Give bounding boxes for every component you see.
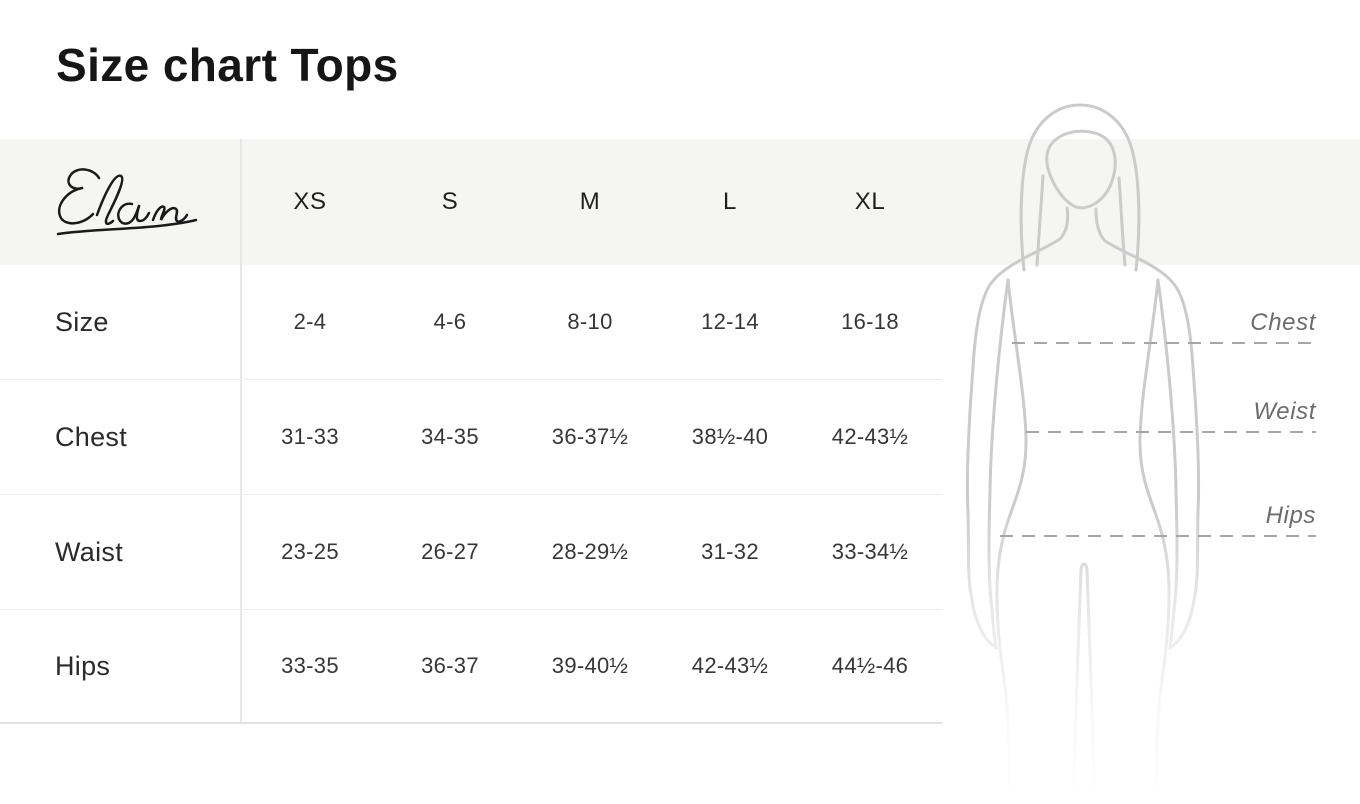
cell-size-s: 4-6 <box>433 309 467 334</box>
cell-size-m: 8-10 <box>567 309 613 334</box>
size-column-header-s: S <box>441 188 459 215</box>
cell-chest-xs: 31-33 <box>281 424 339 449</box>
cell-chest-l: 38½-40 <box>691 424 769 449</box>
neck-shoulder-right <box>1094 207 1195 370</box>
cell-waist-l: 31-32 <box>701 539 759 564</box>
hair-strand-right <box>1117 176 1127 267</box>
arm-inner-left <box>987 278 1010 650</box>
cell-waist-xs: 23-25 <box>281 539 339 564</box>
table-row-hips: Hips 33-35 36-37 39-40½ 42-43½ 44½-46 <box>0 610 942 724</box>
cell-hips-xl: 44½-46 <box>831 653 909 678</box>
table-row-chest: Chest 31-33 34-35 36-37½ 38½-40 42-43½ <box>0 380 942 495</box>
cell-hips-m: 39-40½ <box>551 653 629 678</box>
size-column-header-xs: XS <box>293 188 327 215</box>
size-chart-table: XS S M L XL Size 2-4 4-6 8-10 12-14 16-1… <box>0 139 942 724</box>
measurement-label-hips: Hips <box>1265 502 1316 529</box>
row-label-waist: Waist <box>55 536 123 567</box>
female-figure-outline-icon <box>965 103 1201 797</box>
elan-brand-logo <box>56 168 198 236</box>
brand-logo-cell <box>0 163 240 241</box>
cell-hips-s: 36-37 <box>421 653 479 678</box>
table-row-waist: Waist 23-25 26-27 28-29½ 31-32 33-34½ <box>0 495 942 610</box>
cell-size-xs: 2-4 <box>293 309 327 334</box>
torso-leg-right <box>1138 278 1171 797</box>
measurement-line-chest <box>1012 342 1316 344</box>
torso-leg-left <box>995 278 1028 797</box>
measurement-label-weist: Weist <box>1253 398 1316 425</box>
page-title: Size chart Tops <box>56 39 399 91</box>
row-label-hips: Hips <box>55 650 111 681</box>
cell-chest-s: 34-35 <box>421 424 479 449</box>
cell-hips-l: 42-43½ <box>691 653 769 678</box>
measurement-line-hips <box>1000 535 1316 537</box>
cell-hips-xs: 33-35 <box>281 653 339 678</box>
hair-outline <box>1019 103 1141 272</box>
size-column-header-xl: XL <box>854 188 886 215</box>
measurement-label-chest: Chest <box>1250 309 1316 336</box>
row-label-chest: Chest <box>55 421 128 452</box>
crotch-line <box>1079 562 1089 572</box>
cell-chest-m: 36-37½ <box>551 424 629 449</box>
measurement-line-weist <box>1026 431 1316 433</box>
face-outline <box>1045 129 1117 210</box>
cell-size-xl: 16-18 <box>841 309 899 334</box>
hair-strand-left <box>1035 174 1045 267</box>
size-column-header-l: L <box>723 188 737 215</box>
neck-shoulder-left <box>971 206 1070 370</box>
inner-leg-left <box>1071 568 1083 797</box>
cell-size-l: 12-14 <box>701 309 759 334</box>
cell-chest-xl: 42-43½ <box>831 424 909 449</box>
vertical-divider <box>240 139 242 722</box>
table-header-row: XS S M L XL <box>0 139 942 265</box>
row-label-size: Size <box>55 306 109 337</box>
table-row-size: Size 2-4 4-6 8-10 12-14 16-18 <box>0 265 942 380</box>
inner-leg-right <box>1085 568 1097 797</box>
cell-waist-xl: 33-34½ <box>831 539 909 564</box>
cell-waist-s: 26-27 <box>421 539 479 564</box>
cell-waist-m: 28-29½ <box>551 539 629 564</box>
arm-inner-right <box>1156 278 1179 650</box>
size-column-header-m: M <box>579 188 601 215</box>
